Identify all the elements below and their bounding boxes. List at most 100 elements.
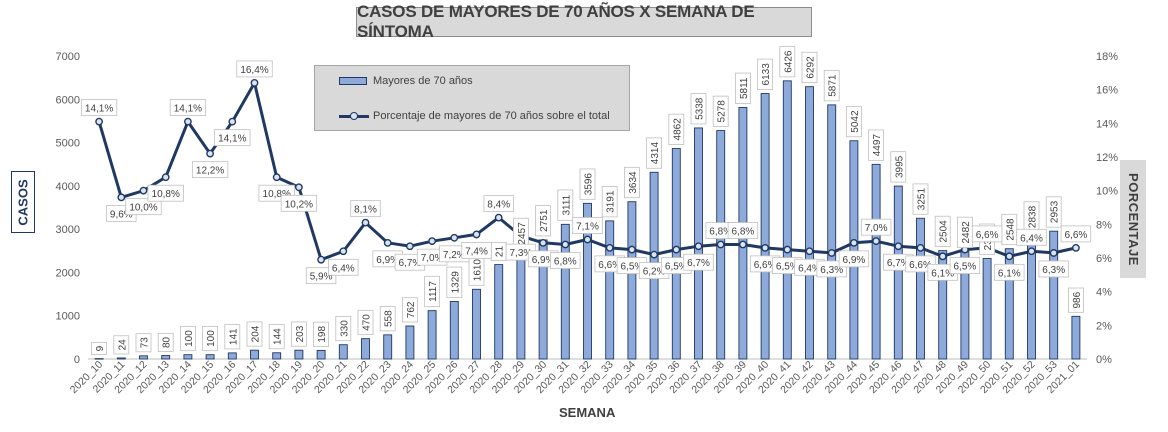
line-point (872, 237, 880, 246)
bar-data-label: 144 (268, 324, 285, 350)
y-tick-label-right: 18% (1096, 51, 1118, 63)
line-data-label-box (236, 60, 273, 78)
bar (116, 357, 126, 360)
bar-data-label-box (912, 183, 929, 215)
bar-data-label-text: 2953 (1050, 200, 1061, 223)
bar-data-label-box (290, 321, 307, 347)
bar-data-label-text: 1329 (450, 271, 461, 294)
bar-data-label-box (313, 321, 330, 347)
y-tick-label-right: 8% (1096, 219, 1112, 231)
line-data-label: 6,6% (909, 260, 932, 271)
bar (782, 80, 792, 360)
bar-data-label: 5278 (712, 95, 729, 127)
line-data-label: 6,5% (954, 262, 977, 273)
y-tick-label-right: 12% (1096, 152, 1118, 164)
legend-bar-swatch (339, 77, 367, 85)
line-data-label: 6,2% (643, 267, 666, 278)
bar-data-label-text: 144 (273, 328, 284, 345)
bar-data-label: 6426 (779, 46, 796, 78)
line-data-label-box (483, 195, 514, 213)
bar-data-label-box (624, 166, 640, 199)
line-point (894, 242, 903, 251)
bar (272, 352, 282, 360)
bar (760, 93, 770, 360)
line-data-label: 6,6% (976, 230, 999, 241)
line-data-label-box (461, 242, 492, 259)
bar (827, 104, 837, 360)
bar-data-label-text: 470 (362, 314, 373, 331)
bar-data-label: 3111 (557, 189, 574, 221)
bar-data-label-text: 3596 (584, 173, 595, 196)
line-data-label: 6,6% (598, 260, 621, 271)
bar-data-label: 80 (157, 332, 174, 352)
line-data-label-box (1060, 225, 1092, 243)
bar-data-label-text: 204 (251, 325, 262, 342)
line-point (1049, 249, 1058, 257)
y-axis-title-left-text: CASOS (15, 178, 31, 226)
bar-data-label-box (601, 186, 618, 218)
line-data-label-box (572, 217, 603, 234)
bar-data-label: 21 (490, 241, 507, 261)
line-point (1072, 243, 1080, 252)
bar-data-label-box (135, 333, 152, 353)
line-data-label: 6,1% (931, 268, 954, 279)
line-data-label: 6,8% (732, 227, 755, 238)
bar (405, 325, 415, 360)
line-point (405, 242, 414, 251)
bar-data-label-box (579, 168, 596, 200)
bar-data-label-text: 198 (317, 326, 328, 343)
bar-data-label-box (335, 316, 352, 342)
bar-data-label-text: 2504 (939, 220, 950, 243)
bar-data-label-text: 3111 (561, 194, 572, 215)
y-axis-title-right-text: PORCENTAJE (1125, 172, 1141, 266)
bar-data-label: 2504 (934, 215, 951, 248)
bar-data-label-text: 5871 (828, 74, 839, 97)
bar-data-label-text: 73 (140, 337, 151, 349)
bar (183, 354, 193, 360)
bar-data-label-text: 3251 (917, 188, 928, 211)
bar-data-label-box (801, 51, 818, 84)
x-axis-title: SEMANA (559, 405, 616, 420)
bar-data-label-text: 5278 (717, 100, 728, 123)
bar-data-label-box (446, 266, 463, 298)
line-data-label: 6,6% (1065, 230, 1088, 241)
line-data-label: 6,7% (887, 258, 910, 269)
bar (427, 310, 437, 360)
bar-data-label-box (646, 137, 662, 169)
line-data-label: 9,6% (110, 209, 133, 220)
bar-data-label-text: 5811 (739, 77, 750, 99)
bar (982, 257, 992, 360)
line-data-label-box (80, 99, 118, 117)
line-data-label: 7,3% (510, 248, 533, 259)
bar (849, 140, 859, 360)
line-point (694, 242, 703, 251)
y-tick-label-right: 14% (1096, 118, 1118, 130)
bar-data-label-text: 5042 (850, 110, 861, 133)
legend-item-bars: Mayores de 70 años (339, 75, 473, 87)
bar-data-label: 4862 (668, 113, 685, 145)
bar-data-label: 762 (401, 297, 418, 323)
bar (494, 264, 504, 360)
bar (605, 220, 615, 360)
line-data-label: 6,7% (399, 258, 422, 269)
bar-data-label: 5042 (846, 105, 862, 138)
line-data-label-box (328, 258, 359, 276)
legend-item-line: Porcentaje de mayores de 70 años sobre e… (339, 110, 610, 122)
line-data-label: 7,1% (576, 221, 599, 232)
line-point (95, 117, 104, 126)
bar (205, 354, 215, 360)
line-data-label: 6,9% (376, 255, 399, 266)
bar-data-label: 1610 (468, 254, 485, 286)
line-point (494, 213, 503, 222)
bar-data-label-text: 4862 (672, 118, 683, 141)
line-data-label: 6,6% (754, 260, 777, 271)
bar-data-label-box (424, 275, 441, 308)
line-point (117, 193, 126, 202)
line-point (383, 238, 392, 247)
line-data-label: 6,3% (820, 265, 843, 276)
line-point (583, 235, 592, 244)
bar (383, 334, 393, 360)
bar-data-label-box (246, 321, 263, 347)
bar (250, 349, 259, 360)
